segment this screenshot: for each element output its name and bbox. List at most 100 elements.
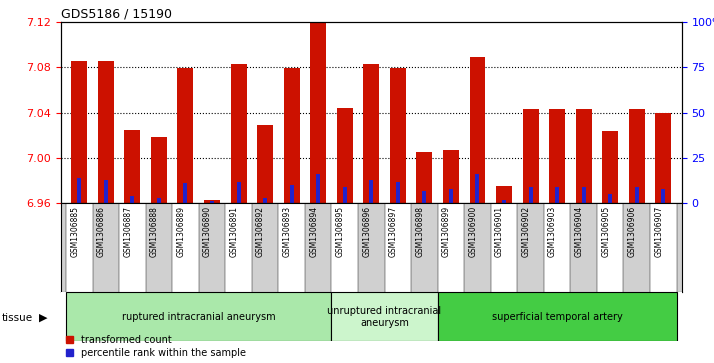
Text: GSM1306901: GSM1306901 bbox=[495, 206, 504, 257]
Bar bbox=[655, 113, 671, 203]
Bar bbox=[124, 130, 141, 203]
Bar bbox=[629, 109, 645, 203]
Text: GSM1306897: GSM1306897 bbox=[389, 206, 398, 257]
Bar bbox=[449, 189, 453, 203]
Bar bbox=[104, 180, 108, 203]
Bar bbox=[363, 64, 379, 203]
Text: GSM1306890: GSM1306890 bbox=[203, 206, 212, 257]
Text: GSM1306900: GSM1306900 bbox=[468, 206, 478, 257]
Bar bbox=[290, 185, 293, 203]
Bar bbox=[470, 57, 486, 203]
Bar bbox=[517, 203, 544, 292]
Bar bbox=[528, 187, 533, 203]
Bar bbox=[119, 203, 146, 292]
Bar bbox=[369, 180, 373, 203]
Bar bbox=[93, 203, 119, 292]
Bar bbox=[98, 61, 114, 203]
Bar bbox=[204, 200, 220, 203]
Bar bbox=[252, 203, 278, 292]
Bar bbox=[343, 187, 347, 203]
Bar bbox=[178, 68, 193, 203]
Text: GSM1306907: GSM1306907 bbox=[654, 206, 663, 257]
Text: GSM1306889: GSM1306889 bbox=[176, 206, 186, 257]
Legend: transformed count, percentile rank within the sample: transformed count, percentile rank withi… bbox=[66, 335, 246, 358]
Bar bbox=[236, 182, 241, 203]
Bar bbox=[549, 109, 565, 203]
Bar bbox=[443, 150, 459, 203]
Bar bbox=[608, 194, 612, 203]
Bar bbox=[661, 189, 665, 203]
Bar bbox=[146, 203, 172, 292]
Bar bbox=[582, 187, 585, 203]
Bar bbox=[570, 203, 597, 292]
Bar bbox=[263, 198, 267, 203]
Bar bbox=[464, 203, 491, 292]
Bar bbox=[226, 203, 252, 292]
Bar bbox=[635, 187, 639, 203]
Bar bbox=[172, 203, 198, 292]
Text: ruptured intracranial aneurysm: ruptured intracranial aneurysm bbox=[122, 312, 276, 322]
Bar bbox=[331, 292, 438, 341]
Text: GSM1306903: GSM1306903 bbox=[548, 206, 557, 257]
Bar bbox=[157, 198, 161, 203]
Text: GSM1306888: GSM1306888 bbox=[150, 206, 159, 257]
Text: GDS5186 / 15190: GDS5186 / 15190 bbox=[61, 8, 171, 21]
Bar bbox=[131, 196, 134, 203]
Bar bbox=[396, 182, 400, 203]
Bar bbox=[151, 138, 167, 203]
Bar bbox=[231, 64, 246, 203]
Bar bbox=[66, 203, 93, 292]
Bar bbox=[390, 68, 406, 203]
Bar bbox=[602, 131, 618, 203]
Bar bbox=[283, 68, 300, 203]
Bar bbox=[502, 200, 506, 203]
Bar bbox=[337, 108, 353, 203]
Bar bbox=[385, 203, 411, 292]
Bar bbox=[438, 292, 677, 341]
Bar bbox=[416, 152, 433, 203]
Bar bbox=[491, 203, 517, 292]
Text: GSM1306899: GSM1306899 bbox=[442, 206, 451, 257]
Text: unruptured intracranial
aneurysm: unruptured intracranial aneurysm bbox=[328, 306, 442, 327]
Bar bbox=[310, 21, 326, 203]
Text: GSM1306891: GSM1306891 bbox=[229, 206, 238, 257]
Text: GSM1306886: GSM1306886 bbox=[97, 206, 106, 257]
Text: GSM1306887: GSM1306887 bbox=[124, 206, 132, 257]
Bar bbox=[597, 203, 623, 292]
Bar bbox=[198, 203, 226, 292]
Bar bbox=[544, 203, 570, 292]
Bar bbox=[278, 203, 305, 292]
Bar bbox=[496, 186, 512, 203]
Bar bbox=[623, 203, 650, 292]
Text: GSM1306905: GSM1306905 bbox=[601, 206, 610, 257]
Bar bbox=[183, 183, 188, 203]
Text: GSM1306904: GSM1306904 bbox=[575, 206, 583, 257]
Bar bbox=[71, 61, 87, 203]
Text: GSM1306896: GSM1306896 bbox=[362, 206, 371, 257]
Bar bbox=[316, 174, 320, 203]
Bar bbox=[331, 203, 358, 292]
Bar bbox=[257, 125, 273, 203]
Bar bbox=[66, 292, 331, 341]
Text: GSM1306906: GSM1306906 bbox=[628, 206, 637, 257]
Text: GSM1306885: GSM1306885 bbox=[70, 206, 79, 257]
Bar bbox=[438, 203, 464, 292]
Text: GSM1306892: GSM1306892 bbox=[256, 206, 265, 257]
Text: GSM1306894: GSM1306894 bbox=[309, 206, 318, 257]
Text: GSM1306902: GSM1306902 bbox=[521, 206, 531, 257]
Bar bbox=[575, 109, 592, 203]
Bar bbox=[555, 187, 559, 203]
Bar bbox=[305, 203, 331, 292]
Bar bbox=[423, 191, 426, 203]
Text: GSM1306898: GSM1306898 bbox=[416, 206, 424, 257]
Bar bbox=[411, 203, 438, 292]
Bar bbox=[358, 203, 385, 292]
Bar bbox=[523, 109, 538, 203]
Bar bbox=[650, 203, 677, 292]
Bar bbox=[476, 174, 480, 203]
Bar bbox=[77, 178, 81, 203]
Text: ▶: ▶ bbox=[39, 313, 47, 323]
Text: GSM1306895: GSM1306895 bbox=[336, 206, 345, 257]
Text: tissue: tissue bbox=[2, 313, 34, 323]
Bar bbox=[210, 201, 214, 203]
